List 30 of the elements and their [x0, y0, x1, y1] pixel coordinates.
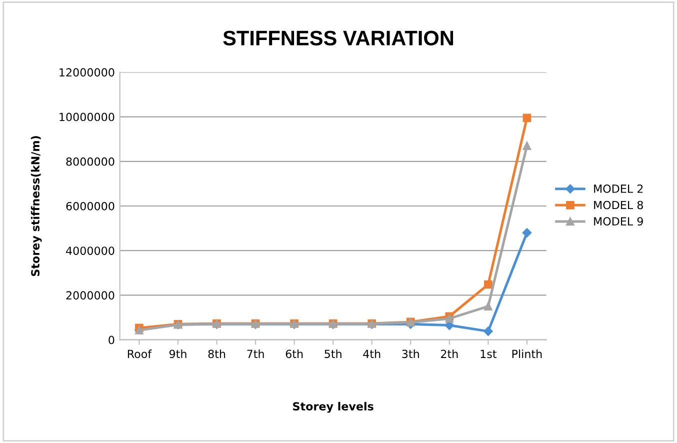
point [484, 302, 492, 310]
x-tick-label: 4th [363, 350, 380, 358]
x-tick-label: 2th [440, 350, 458, 358]
point [522, 142, 532, 150]
x-tick-label: 8th [208, 350, 226, 358]
y-tick-label: 8000000 [66, 157, 114, 166]
x-tick-label: Roof [128, 350, 152, 358]
y-tick-label: 0 [108, 336, 114, 344]
chart-title: STIFFNESS VARIATION [223, 30, 454, 46]
x-tick-label: Plinth [512, 350, 542, 358]
x-tick-label: 3th [402, 350, 419, 358]
y-tick-label: 12000000 [60, 68, 114, 77]
x-axis-title: Storey levels [293, 402, 374, 413]
x-tick-label: 1st [480, 350, 497, 358]
legend-label: MODEL 2 [594, 184, 643, 193]
x-tick-label: 5th [324, 350, 342, 358]
y-tick-label: 6000000 [66, 202, 114, 210]
y-axis-title: Storey stiffness(kN/m) [30, 136, 42, 276]
point [484, 280, 492, 289]
y-tick-label: 10000000 [60, 112, 114, 122]
point [522, 228, 532, 238]
x-tick-label: 9th [169, 350, 186, 358]
point [484, 326, 493, 336]
x-tick-label: 7th [247, 350, 264, 358]
legend-label: MODEL 9 [594, 217, 643, 226]
legend-label: MODEL 8 [594, 200, 643, 210]
y-tick-label: 4000000 [66, 246, 114, 255]
x-tick-label: 6th [286, 350, 303, 358]
y-tick-label: 2000000 [66, 291, 114, 300]
point [522, 114, 532, 122]
